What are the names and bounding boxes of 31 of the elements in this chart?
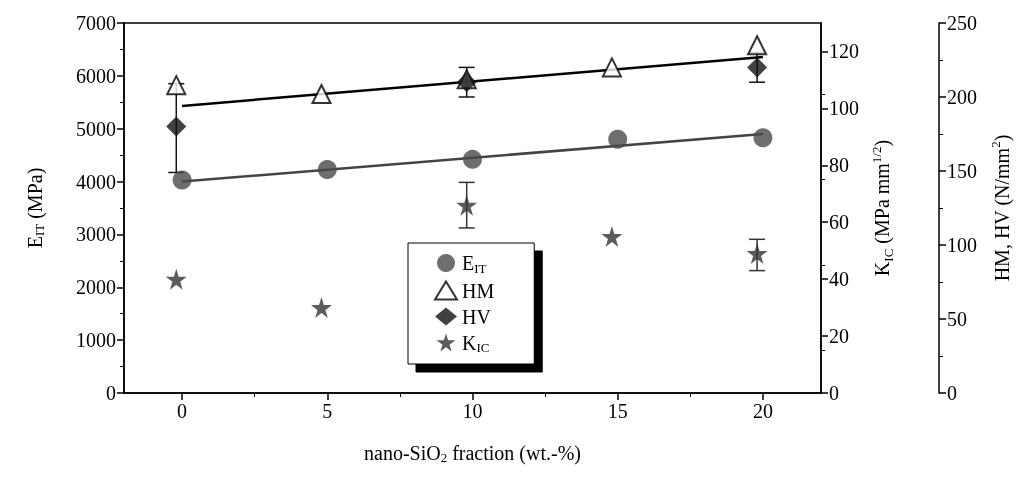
legend-label: HM [462,279,495,302]
x-tick-label: 15 [607,400,628,422]
x-tick-label: 0 [177,400,188,422]
y2-tick-label: 20 [829,325,849,348]
y3-tick-label: 50 [947,308,967,330]
y3-tick-label: 100 [947,234,977,256]
y2-tick-label: 100 [829,97,859,120]
legend-label: HV [462,305,492,328]
y2-axis-title: KIC (MPa mm1/2) [868,139,896,277]
y-tick-label: 0 [106,382,116,404]
y-tick-label: 1000 [76,329,116,352]
y2-tick-label: 60 [829,211,849,234]
y2-tick-label: 80 [829,154,849,177]
y-tick-label: 6000 [76,64,116,87]
y2-tick-label: 120 [829,40,859,63]
x-tick-label: 5 [322,400,333,422]
y3-axis-title: HM, HV (N/mm2) [988,134,1014,282]
y-tick-label: 3000 [76,223,116,246]
x-tick-label: 20 [752,400,773,422]
y-tick-label: 7000 [76,12,116,34]
y3-tick-label: 0 [947,382,957,404]
y-tick-label: 2000 [76,276,116,299]
y2-tick-label: 0 [829,382,839,404]
y-axis-title: EIT (MPa) [23,167,47,249]
y3-tick-label: 200 [947,86,977,108]
y-tick-label: 5000 [76,117,116,140]
y2-tick-label: 40 [829,268,849,291]
y3-tick-label: 150 [947,160,977,182]
y3-tick-label: 250 [947,12,977,34]
y-tick-label: 4000 [76,170,116,193]
x-tick-label: 10 [462,400,483,422]
